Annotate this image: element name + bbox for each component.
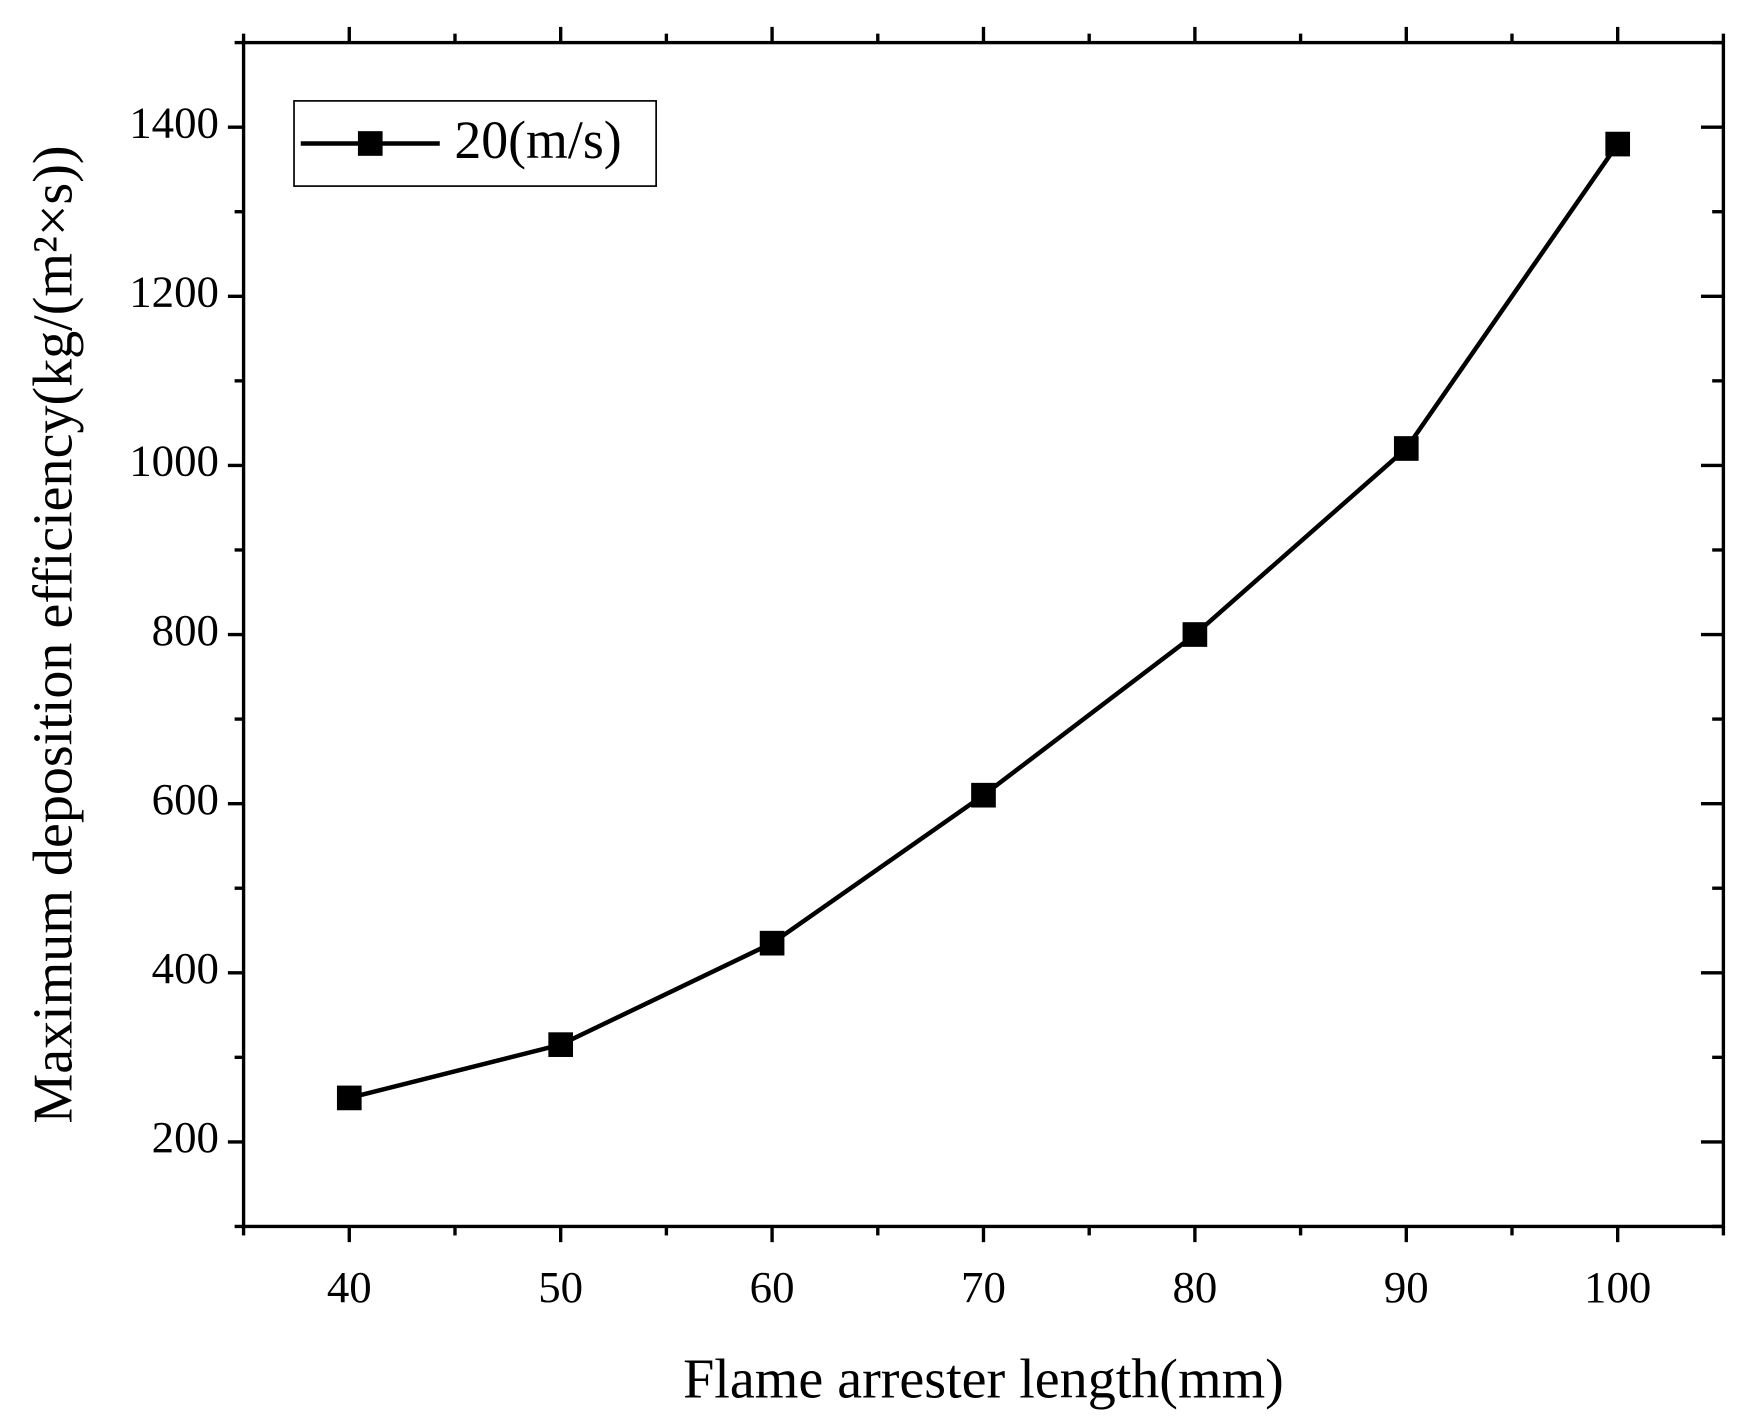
y-tick-label: 1000 [129, 436, 219, 486]
marker [759, 930, 785, 956]
plot-frame [241, 40, 1726, 1229]
marker [1393, 436, 1419, 461]
x-tick-label: 100 [1584, 1262, 1651, 1312]
x-tick-label: 70 [961, 1262, 1006, 1312]
x-tick-label: 40 [327, 1262, 372, 1312]
y-tick-label: 600 [152, 774, 219, 824]
x-tick-label: 60 [750, 1262, 795, 1312]
marker [1605, 131, 1631, 157]
x-axis-title: Flame arrester length(mm) [683, 1348, 1284, 1410]
x-tick-label: 80 [1172, 1262, 1217, 1312]
y-tick-label: 400 [152, 943, 219, 993]
y-tick-label: 200 [152, 1112, 219, 1162]
legend-marker [357, 131, 383, 156]
marker [971, 782, 996, 808]
y-tick-label: 1200 [129, 267, 219, 317]
y-tick-label: 800 [152, 605, 219, 655]
y-axis-title: Maximum deposition efficiency(kg/(m²×s)) [22, 145, 84, 1123]
marker [1182, 622, 1208, 647]
legend-text: 20(m/s) [454, 110, 621, 170]
x-tick-label: 50 [538, 1262, 583, 1312]
x-tick-label: 90 [1384, 1262, 1429, 1312]
marker [548, 1032, 574, 1057]
series-line [348, 142, 1620, 1101]
y-tick-label: 1400 [129, 97, 219, 147]
marker [336, 1085, 362, 1111]
